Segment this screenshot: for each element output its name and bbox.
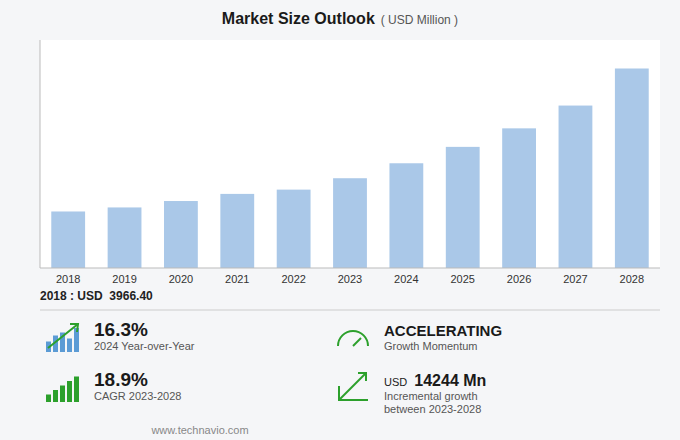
- x-tick-label: 2028: [620, 273, 644, 285]
- icon-bar: [74, 377, 79, 403]
- stat-label: 2024 Year-over-Year: [94, 340, 195, 352]
- icon-bar: [67, 339, 72, 353]
- icon-arrow-head: [70, 324, 78, 332]
- stat-label-line: Incremental growth: [384, 390, 478, 402]
- separator: [40, 310, 660, 311]
- stat-label-line: CAGR 2023-2028: [94, 390, 181, 402]
- icon-arrow: [48, 324, 78, 348]
- stat-label: CAGR 2023-2028: [94, 390, 181, 402]
- bar: [164, 201, 198, 268]
- subtitle: ( USD Million ): [381, 13, 458, 27]
- stat: ACCELERATINGGrowth Momentum: [338, 322, 502, 352]
- stat-title: 18.9%: [94, 369, 148, 390]
- x-axis-line: [40, 268, 660, 269]
- title: Market Size Outlook: [222, 10, 375, 27]
- stat: USD 14244 MnIncremental growthbetween 20…: [339, 372, 486, 415]
- icon-bar: [60, 386, 65, 403]
- icon-arrow-head: [358, 373, 366, 381]
- stat-title: 14244 Mn: [414, 372, 486, 389]
- annotation: 2018 : USD 3966.40: [40, 289, 153, 303]
- plot-area: [40, 40, 660, 268]
- stat-label: Growth Momentum: [384, 340, 478, 352]
- title-line: Market Size Outlook ( USD Million ): [222, 10, 458, 27]
- icon-bar: [67, 381, 72, 402]
- bar: [389, 163, 423, 268]
- x-tick-label: 2024: [394, 273, 418, 285]
- stat-title-line: ACCELERATING: [384, 322, 502, 339]
- bar: [51, 211, 85, 268]
- y-axis-line: [40, 40, 41, 268]
- stat-title-line: USD 14244 Mn: [384, 372, 486, 389]
- stat-label-line: between 2023-2028: [384, 403, 481, 415]
- bar: [615, 69, 649, 269]
- bar: [446, 147, 480, 268]
- stat-title: 16.3%: [94, 319, 148, 340]
- bar: [108, 207, 142, 268]
- footer: www.technavio.com: [150, 424, 248, 436]
- bar: [559, 106, 593, 268]
- stat-prefix: USD: [384, 376, 410, 388]
- icon-base: [339, 386, 368, 400]
- background: [0, 0, 680, 440]
- x-tick-label: 2025: [450, 273, 474, 285]
- x-tick-label: 2027: [563, 273, 587, 285]
- stat: 16.3%2024 Year-over-Year: [46, 319, 195, 352]
- bar: [333, 178, 367, 268]
- chart-root: Market Size Outlook ( USD Million ) 2018 20…: [0, 0, 680, 440]
- bar: [502, 128, 536, 268]
- x-tick-label: 2019: [112, 273, 136, 285]
- stat: 18.9%CAGR 2023-2028: [46, 369, 181, 402]
- x-tick-label: 2023: [338, 273, 362, 285]
- x-tick-label: 2022: [281, 273, 305, 285]
- x-tick-label: 2026: [507, 273, 531, 285]
- bar: [277, 190, 311, 268]
- x-tick-label: 2020: [169, 273, 193, 285]
- icon-bar: [46, 395, 51, 403]
- x-tick-label: 2021: [225, 273, 249, 285]
- x-tick-label: 2018: [56, 273, 80, 285]
- icon-needle: [353, 338, 361, 346]
- bar: [220, 194, 254, 268]
- icon-arrow: [339, 373, 366, 400]
- stat-title: ACCELERATING: [384, 322, 502, 339]
- icon-gauge: [338, 331, 368, 346]
- icon-bar: [53, 390, 58, 402]
- stat-label-line: 2024 Year-over-Year: [94, 340, 195, 352]
- stat-label: Incremental growthbetween 2023-2028: [384, 390, 481, 415]
- stat-label-line: Growth Momentum: [384, 340, 478, 352]
- stat-title-line: 16.3%: [94, 319, 148, 340]
- bars: [51, 69, 648, 269]
- stat-title-line: 18.9%: [94, 369, 148, 390]
